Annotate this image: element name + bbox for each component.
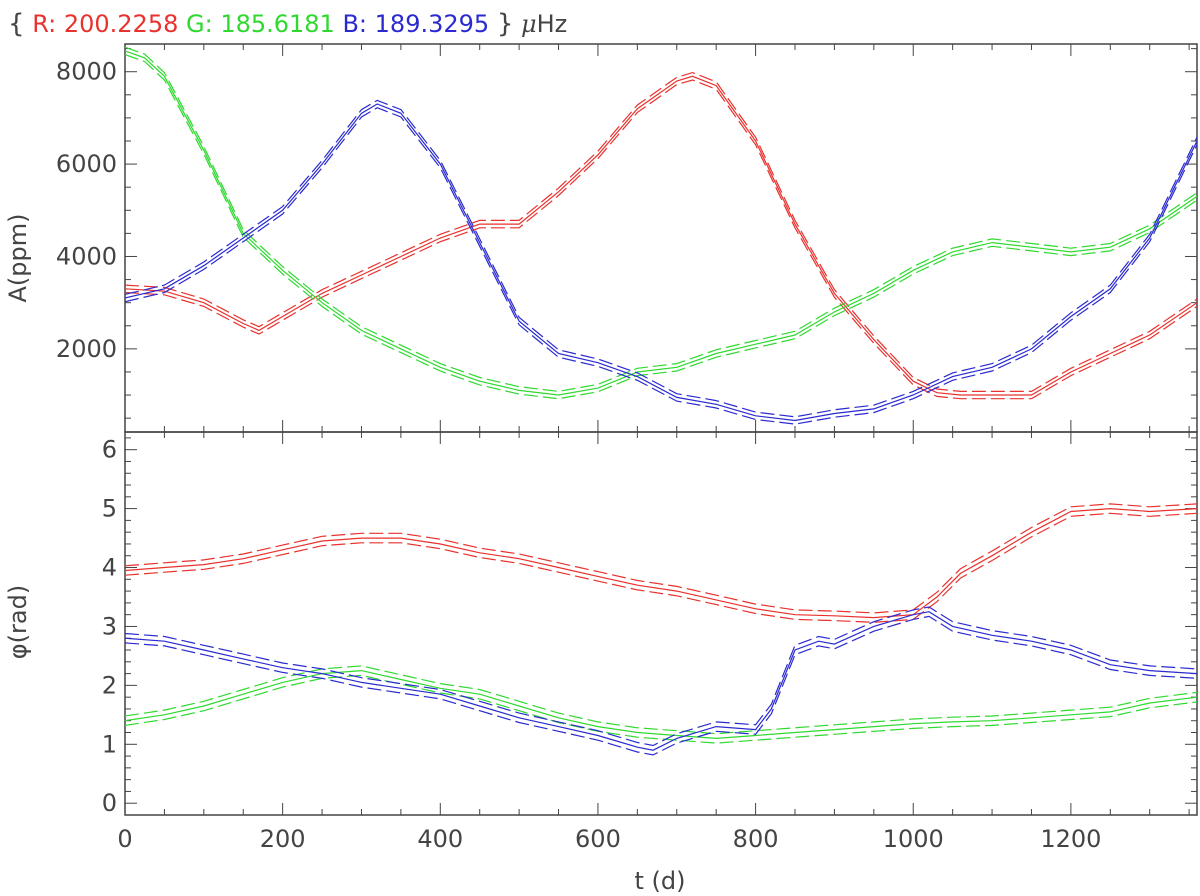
open-brace: { [8, 9, 25, 39]
top-series-G-lower-error [125, 54, 1197, 400]
bottom-series-R-line [125, 507, 1197, 619]
bottom-series-G-upper-error [125, 665, 1197, 735]
bottom-series-B-lower-error [125, 615, 1197, 756]
x-tick-label: 1000 [883, 825, 944, 853]
top-series-B-upper-error [125, 99, 1197, 418]
bottom-plot-frame [124, 431, 1198, 816]
b-frequency-label: B: 189.3295 [342, 10, 490, 38]
bottom-series-G-lower-error [125, 674, 1197, 744]
x-tick-label: 400 [417, 825, 463, 853]
y-tick-label: 1 [102, 730, 117, 758]
top-series-G-line [125, 50, 1197, 396]
y-tick-label: 4 [102, 554, 117, 582]
x-tick-label: 200 [260, 825, 306, 853]
bottom-series-G-line [125, 669, 1197, 740]
time-axis-label: t (d) [635, 867, 686, 895]
amplitude-panel: 2000 4000 6000 8000 [56, 43, 1198, 433]
top-series-R-upper-error [125, 71, 1197, 392]
x-tick-label: 0 [117, 825, 132, 853]
y-tick-label: 2000 [56, 335, 117, 363]
bottom-series-R-lower-error [125, 512, 1197, 623]
top-series-B-lower-error [125, 107, 1197, 425]
frequency-header: { R: 200.2258 G: 185.6181 B: 189.3295 } … [8, 4, 567, 44]
amplitude-axis-label: A(ppm) [4, 214, 32, 303]
x-tick-label: 600 [575, 825, 621, 853]
phase-axis-label: φ(rad) [4, 585, 32, 659]
y-tick-label: 6 [102, 436, 117, 464]
top-series-B-line [125, 103, 1197, 422]
unit-mu: μ [521, 10, 537, 38]
bottom-series-R-upper-error [125, 503, 1197, 614]
top-series-G-upper-error [125, 46, 1197, 393]
y-tick-label: 8000 [56, 58, 117, 86]
bottom-series-B-line [125, 611, 1197, 751]
y-tick-label: 3 [102, 612, 117, 640]
close-brace: } [496, 9, 514, 39]
r-frequency-label: R: 200.2258 [32, 10, 179, 38]
x-tick-label: 800 [733, 825, 779, 853]
y-tick-label: 2 [102, 671, 117, 699]
top-plot-frame [124, 43, 1198, 433]
y-tick-label: 5 [102, 495, 117, 523]
g-frequency-label: G: 185.6181 [186, 10, 335, 38]
x-tick-label: 1200 [1040, 825, 1101, 853]
bottom-series-B-upper-error [125, 606, 1197, 747]
y-tick-label: 0 [102, 789, 117, 817]
y-tick-label: 6000 [56, 150, 117, 178]
top-series-R-lower-error [125, 79, 1197, 400]
top-series-R-line [125, 75, 1197, 396]
y-tick-label: 4000 [56, 242, 117, 270]
phase-panel: 0 200 400 600 800 1000 1200 0 1 2 3 4 5 6 [102, 431, 1198, 853]
unit-hz: Hz [536, 10, 568, 38]
